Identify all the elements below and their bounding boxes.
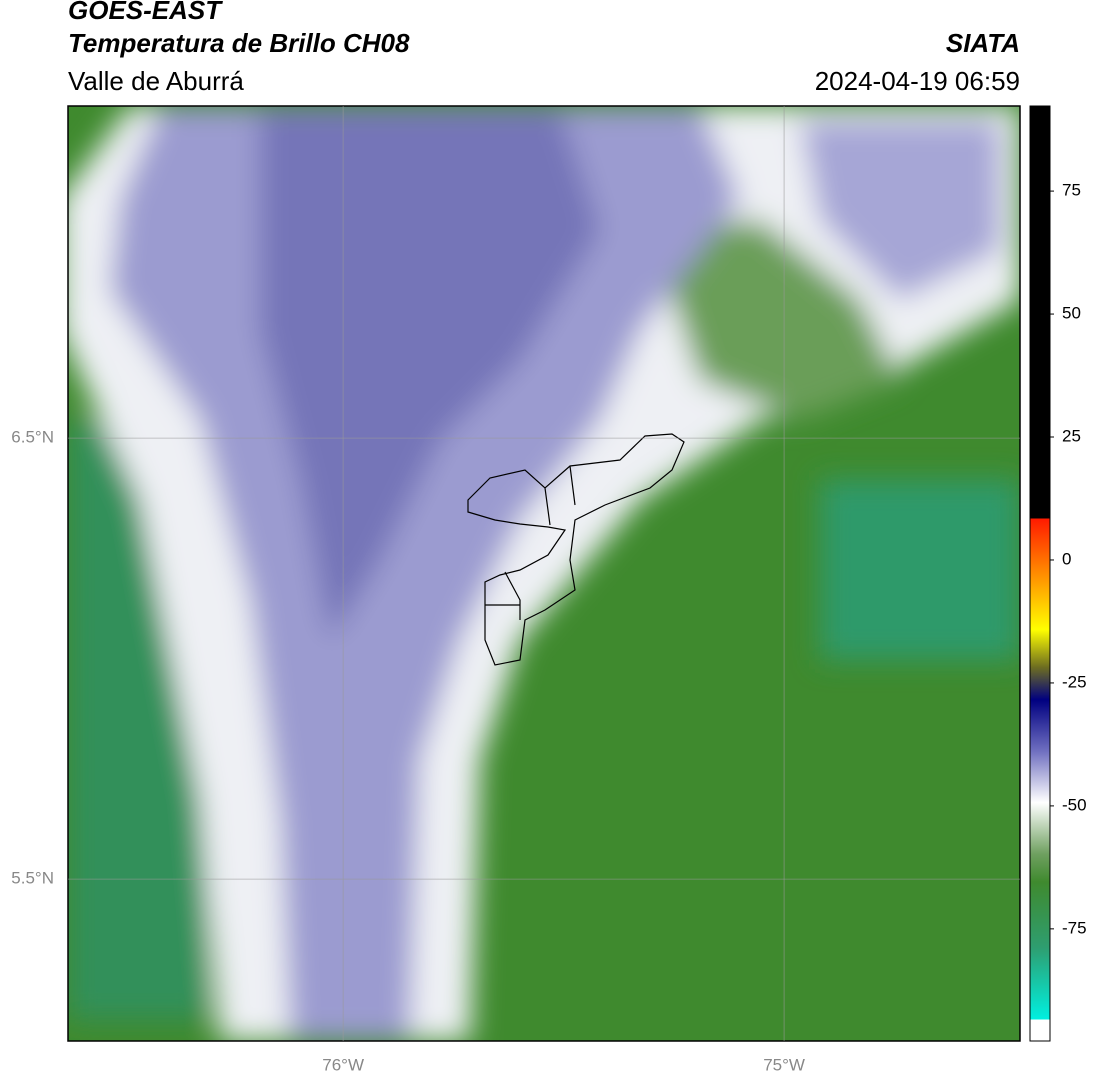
map-image: [68, 106, 1020, 1041]
source: SIATA: [946, 28, 1020, 58]
y-tick-label: 5.5°N: [11, 869, 54, 888]
colorbar: [1029, 105, 1051, 1042]
y-tick-label: 6.5°N: [11, 428, 54, 447]
colorbar-tick-label: 50: [1062, 304, 1081, 323]
colorbar-tick-label: 25: [1062, 426, 1081, 445]
colorbar-tick-label: -25: [1062, 672, 1087, 691]
x-tick-label: 75°W: [763, 1055, 805, 1074]
subtitle: Temperatura de Brillo CH08: [68, 28, 410, 58]
municipality-outlines: [467, 433, 685, 666]
map-frame: [67, 105, 1021, 1042]
colorbar-tick-label: 75: [1062, 181, 1081, 200]
colorbar-tick-label: -75: [1062, 918, 1087, 937]
datetime: 2024-04-19 06:59: [815, 66, 1020, 96]
colorbar-tick-label: -50: [1062, 795, 1087, 814]
colorbar-tick-label: 0: [1062, 549, 1071, 568]
region: Valle de Aburrá: [68, 66, 244, 96]
title: GOES-EAST: [68, 0, 223, 25]
x-tick-label: 76°W: [322, 1055, 364, 1074]
